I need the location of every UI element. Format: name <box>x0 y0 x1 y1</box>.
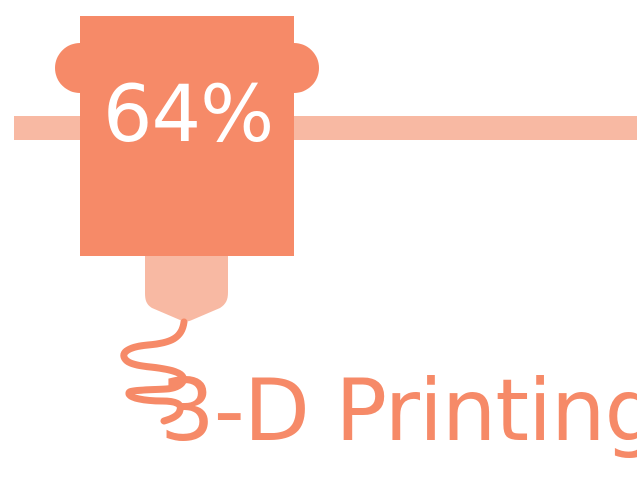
rail-left <box>14 116 86 140</box>
filament <box>120 318 188 425</box>
printer-head-block <box>80 16 294 256</box>
page-title: 3-D Printing <box>160 361 637 461</box>
rail-right <box>294 116 637 140</box>
nozzle <box>145 256 228 322</box>
progress-percent: 64% <box>102 70 274 160</box>
